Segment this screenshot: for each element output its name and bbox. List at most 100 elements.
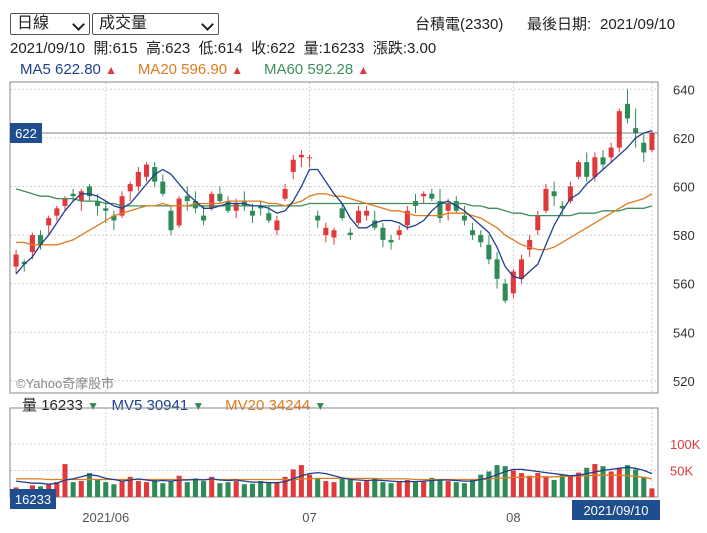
price-tick-label: 520 xyxy=(673,374,695,389)
volume-bar xyxy=(453,482,459,497)
volume-bar xyxy=(323,481,329,497)
volume-bar xyxy=(494,465,500,497)
volume-tick-label: 100K xyxy=(670,437,701,452)
volume-bar xyxy=(143,482,150,497)
volume-bar xyxy=(372,478,378,497)
volume-bar xyxy=(103,482,109,497)
candle-body xyxy=(266,213,272,221)
candle-body xyxy=(62,198,68,206)
volume-bar xyxy=(127,476,133,497)
candle-body xyxy=(364,210,370,216)
volume-bar xyxy=(233,481,239,497)
volume-bar xyxy=(160,483,166,497)
volume-bar xyxy=(86,473,92,497)
volume-badge-bg xyxy=(10,489,56,509)
candle-body xyxy=(168,210,174,231)
volume-bar xyxy=(176,475,182,497)
candle-body xyxy=(535,215,541,231)
candle-body xyxy=(470,230,476,236)
volume-bar xyxy=(70,482,76,497)
candle-body xyxy=(633,128,639,134)
candle-body xyxy=(54,208,60,216)
triangle-up-icon: ▲ xyxy=(105,63,117,77)
volume-bar xyxy=(364,481,370,497)
ma60-legend: MA60 592.28 ▲ xyxy=(264,61,369,78)
quote-high-label: 高: xyxy=(145,40,166,57)
volume-bar xyxy=(241,484,247,497)
candle-body xyxy=(347,232,353,236)
date-badge: 2021/09/10 xyxy=(572,500,660,520)
candle-body xyxy=(486,244,492,260)
volume-badge-text: 16233 xyxy=(15,492,51,507)
volume-bar xyxy=(54,482,60,497)
volume-bar xyxy=(339,477,345,497)
candle-body xyxy=(478,235,484,243)
candle-body xyxy=(323,227,329,236)
price-badge-bg xyxy=(10,123,42,144)
volume-bar xyxy=(168,481,174,497)
volume-bar xyxy=(518,473,525,497)
volume-bar xyxy=(461,483,467,497)
volume-bar xyxy=(225,482,231,497)
quote-low: 614 xyxy=(217,40,243,57)
watermark: ©Yahoo奇摩股市 xyxy=(16,376,114,391)
mv20-label: MV20 xyxy=(225,397,265,414)
candle-body xyxy=(209,193,215,209)
candle-body xyxy=(437,201,443,219)
quote-close-label: 收: xyxy=(251,40,271,57)
candle-body xyxy=(551,191,557,197)
candle-body xyxy=(421,193,427,197)
ma5-legend: MA5 622.80 ▲ xyxy=(20,61,117,78)
volume-bar xyxy=(201,481,207,497)
ma20-value: 596.90 xyxy=(181,61,228,78)
quote-open-label: 開: xyxy=(93,40,113,57)
volume-bar xyxy=(470,480,476,497)
volume-bar xyxy=(559,474,565,497)
volume-bar xyxy=(184,482,190,497)
period-select-value: 日線 xyxy=(17,15,50,32)
candle-body xyxy=(518,259,525,279)
volume-bar xyxy=(633,469,639,497)
candle-body xyxy=(103,208,109,211)
volume-bar xyxy=(119,481,125,497)
quote-high: 623 xyxy=(165,40,191,57)
mv5-label: MV5 xyxy=(111,397,143,414)
candle-body xyxy=(21,261,27,265)
volume-bar xyxy=(608,471,614,497)
volume-bar xyxy=(78,481,84,497)
indicator-select[interactable]: 成交量 xyxy=(92,13,219,35)
price-tick-label: 580 xyxy=(673,228,695,243)
volume-tick-label: 50K xyxy=(670,463,693,478)
quote-close: 622 xyxy=(270,40,296,57)
candle-body xyxy=(95,201,101,206)
last-date-label: 最後日期: xyxy=(527,16,592,33)
candle-body xyxy=(600,157,606,165)
volume-bar xyxy=(437,480,443,497)
volume-bar xyxy=(478,474,484,497)
volume-bar xyxy=(355,482,361,497)
candle-body xyxy=(527,239,533,250)
price-plot-frame xyxy=(9,81,659,394)
candle-body xyxy=(576,162,582,177)
volume-bar xyxy=(282,476,288,497)
volume-bar xyxy=(429,477,435,497)
date-tick-label: 08 xyxy=(506,510,520,525)
volume-bar xyxy=(380,482,386,497)
volume-bar xyxy=(584,467,590,497)
candle-body xyxy=(592,157,598,177)
candle-body xyxy=(641,142,647,153)
period-select[interactable]: 日線 xyxy=(10,13,90,35)
candle-body xyxy=(143,164,150,177)
volume-bar xyxy=(510,470,516,497)
date-tick-label: 07 xyxy=(302,510,316,525)
volume-bar xyxy=(135,481,141,497)
triangle-down-icon: ▼ xyxy=(314,399,327,413)
volume-bar xyxy=(641,476,647,497)
price-tick-label: 640 xyxy=(673,82,695,97)
volume-bar xyxy=(624,465,630,497)
volume-bar xyxy=(290,469,296,497)
candle-body xyxy=(339,208,345,219)
volume-bar xyxy=(217,483,223,497)
ma60-line xyxy=(15,188,653,217)
